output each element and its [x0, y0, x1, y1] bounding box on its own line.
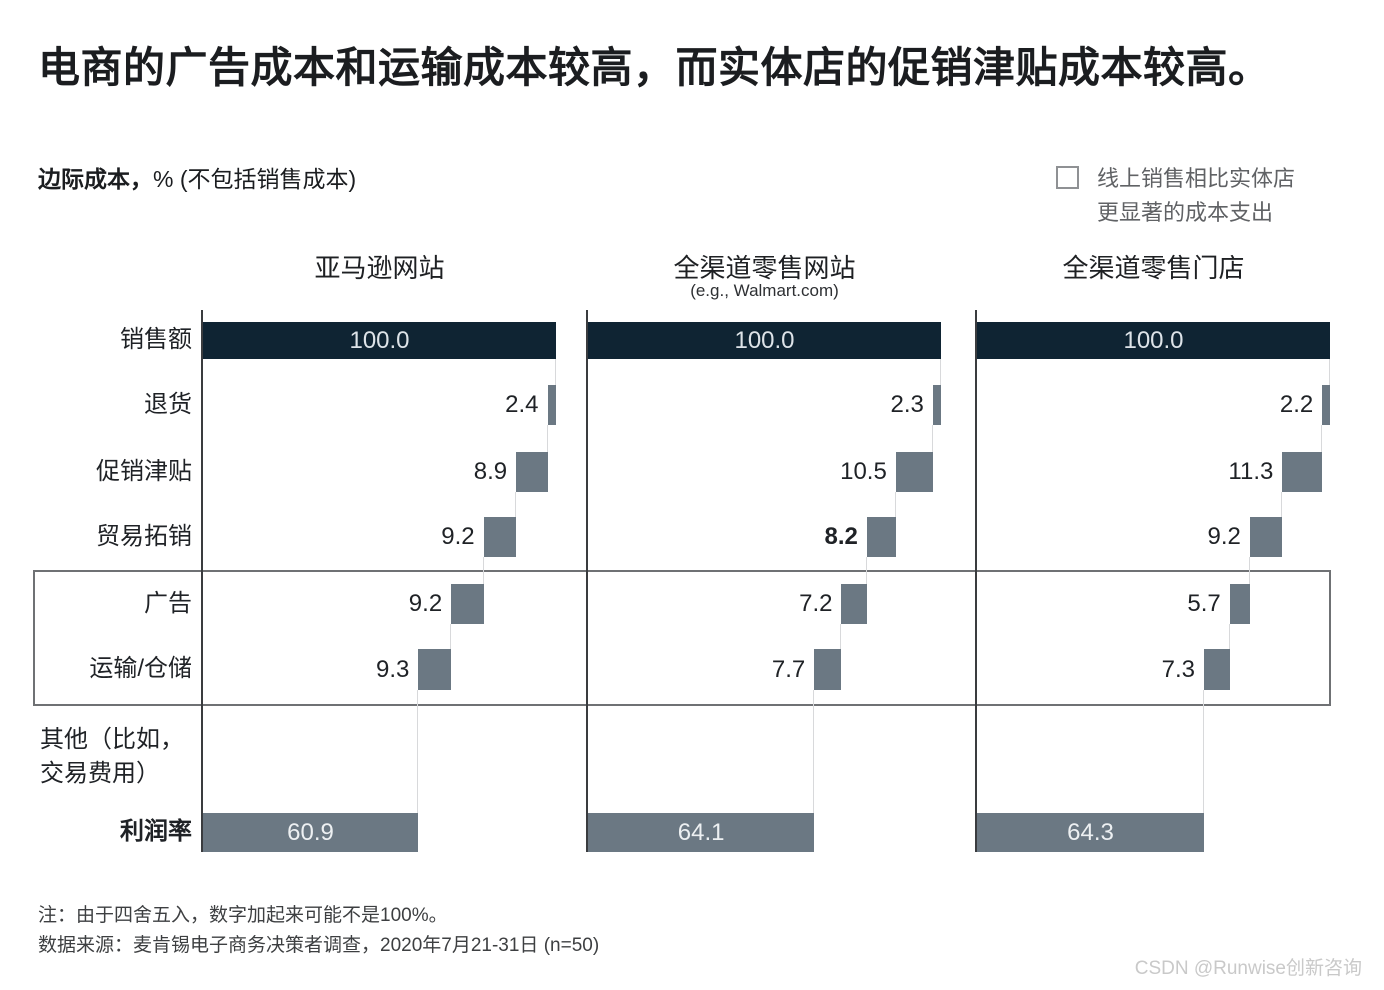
column-header: 亚马逊网站 [314, 253, 445, 283]
column-header: 全渠道零售门店 [1062, 253, 1245, 283]
legend-label: 线上销售相比实体店 更显著的成本支出 [1097, 162, 1295, 230]
axis-line [201, 310, 203, 852]
connector-line [1228, 624, 1230, 649]
bar-returns [547, 385, 556, 425]
bar-margin: 64.1 [588, 813, 815, 852]
bar-margin: 64.3 [977, 813, 1204, 852]
value-label-shipping-warehousing: 9.3 [375, 655, 410, 683]
bar-shipping-warehousing [814, 649, 842, 690]
value-label-advertising: 5.7 [1187, 590, 1221, 617]
bar-sales: 100.0 [588, 322, 941, 359]
connector-line [940, 359, 941, 385]
row-label-promo-allowance: 促销津贴 [96, 458, 192, 485]
value-label-promo-allowance: 8.9 [473, 458, 508, 485]
value-label-returns: 2.3 [890, 391, 924, 418]
value-label-advertising: 9.2 [408, 590, 443, 617]
connector-line [894, 492, 896, 517]
bar-advertising [841, 584, 867, 624]
axis-line [586, 310, 588, 852]
value-label-shipping-warehousing: 7.3 [1161, 655, 1195, 683]
bar-advertising [1229, 584, 1250, 624]
bar-shipping-warehousing [1203, 649, 1230, 690]
bar-promo-allowance [516, 452, 548, 492]
connector-line [1329, 359, 1330, 385]
row-label-trade-promotion: 贸易拓销 [96, 523, 192, 550]
legend-label-line1: 线上销售相比实体店 [1097, 166, 1296, 191]
value-label-trade-promotion: 9.2 [441, 523, 475, 550]
bar-sales: 100.0 [203, 322, 556, 359]
footnotes: 注：由于四舍五入，数字加起来可能不是100%。 数据来源：麦肯锡电子商务决策者调… [38, 901, 599, 961]
row-label-advertising: 广告 [144, 590, 192, 617]
value-label-trade-promotion: 9.2 [1207, 523, 1241, 550]
connector-line [417, 690, 419, 813]
legend-outline-swatch-icon [1056, 166, 1079, 189]
axis-caption-metric: 边际成本， [38, 166, 153, 192]
bar-advertising [451, 584, 484, 624]
bar-promo-allowance [895, 452, 933, 492]
watermark: CSDN @Runwise创新咨询 [1134, 958, 1362, 979]
connector-line [1281, 492, 1283, 517]
bar-trade-promotion [483, 517, 517, 557]
exhibit-title: 电商的广告成本和运输成本较高，而实体店的促销津贴成本较高。 [38, 44, 1271, 91]
bar-shipping-warehousing [418, 649, 452, 690]
bar-returns [1322, 385, 1330, 425]
value-label-trade-promotion: 8.2 [824, 523, 858, 550]
connector-line [813, 690, 815, 813]
axis-caption-unit: % (不包括销售成本) [153, 166, 357, 192]
axis-line [975, 310, 977, 852]
footnote-rounding: 注：由于四舍五入，数字加起来可能不是100%。 [38, 905, 448, 926]
connector-line [546, 425, 548, 452]
row-label-sales: 销售额 [120, 326, 192, 353]
row-label-shipping-warehousing: 运输/仓储 [89, 655, 192, 682]
value-label-promo-allowance: 11.3 [1228, 458, 1274, 485]
bar-trade-promotion [866, 517, 896, 557]
axis-caption: 边际成本，% (不包括销售成本) [38, 160, 356, 194]
connector-line [515, 492, 517, 517]
bar-sales: 100.0 [977, 322, 1330, 359]
bar-promo-allowance [1282, 452, 1323, 492]
bar-returns [932, 385, 941, 425]
connector-line [865, 557, 867, 584]
column-header: 全渠道零售网站 [673, 253, 856, 283]
connector-line [1321, 425, 1323, 452]
connector-line [1202, 690, 1204, 813]
row-label-margin: 利润率 [120, 818, 192, 845]
value-label-promo-allowance: 10.5 [840, 458, 887, 485]
bar-trade-promotion [1249, 517, 1283, 557]
connector-line [555, 359, 556, 385]
highlight-box-online-costs [33, 570, 1331, 706]
connector-line [1248, 557, 1250, 584]
row-label-returns: 退货 [144, 391, 192, 418]
column-subheader: (e.g., Walmart.com) [690, 281, 839, 300]
connector-line [840, 624, 842, 649]
value-label-shipping-warehousing: 7.7 [771, 655, 806, 683]
connector-line [450, 624, 452, 649]
row-label-other: 其他（比如，交易费用） [40, 726, 184, 787]
value-label-returns: 2.2 [1279, 391, 1314, 418]
footnote-source: 数据来源：麦肯锡电子商务决策者调查，2020年7月21-31日 (n=50) [38, 935, 600, 956]
connector-line [931, 425, 933, 452]
value-label-advertising: 7.2 [799, 590, 833, 617]
bar-margin: 60.9 [203, 813, 418, 852]
value-label-returns: 2.4 [505, 391, 539, 418]
legend-label-line2: 更显著的成本支出 [1097, 200, 1274, 225]
connector-line [482, 557, 484, 584]
